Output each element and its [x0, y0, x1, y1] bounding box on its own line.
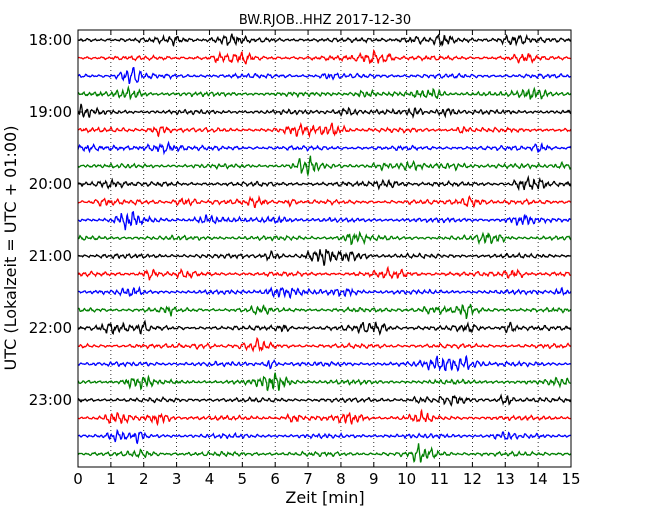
seismic-trace: [77, 230, 572, 246]
seismic-trace: [77, 33, 572, 47]
seismic-trace: [77, 121, 572, 139]
x-tick-label: 8: [336, 470, 346, 488]
seismic-trace: [77, 372, 572, 392]
y-tick-label: 23:00: [29, 391, 72, 409]
chart-title: BW.RJOB..HHZ 2017-12-30: [239, 13, 411, 28]
x-tick-label: 5: [238, 470, 248, 488]
seismic-trace: [77, 174, 572, 192]
seismic-trace: [77, 428, 572, 445]
x-axis-label: Zeit [min]: [285, 488, 364, 507]
seismic-trace: [77, 210, 572, 231]
seismic-trace: [77, 336, 572, 353]
x-tick-label: 9: [369, 470, 379, 488]
seismic-trace: [77, 194, 572, 209]
x-grid: [110, 30, 539, 467]
seismic-trace: [77, 354, 572, 372]
seismic-trace: [77, 443, 572, 463]
y-tick-label: 18:00: [29, 31, 72, 49]
seismic-trace: [77, 140, 572, 156]
seismic-trace: [77, 249, 572, 266]
seismic-trace: [77, 67, 572, 85]
x-tick-label: 4: [205, 470, 215, 488]
seismic-trace: [77, 103, 572, 120]
y-tick-label: 20:00: [29, 175, 72, 193]
y-axis-ticks: 18:00 19:00 20:00 21:00 22:00 23:00: [29, 31, 571, 409]
seismic-trace: [77, 285, 572, 300]
x-tick-label: 15: [561, 470, 580, 488]
y-tick-label: 22:00: [29, 319, 72, 337]
seismic-trace: [77, 408, 572, 427]
y-tick-label: 19:00: [29, 103, 72, 121]
x-tick-label: 7: [303, 470, 313, 488]
x-tick-label: 1: [106, 470, 116, 488]
x-tick-label: 13: [496, 470, 515, 488]
seismic-trace: [77, 84, 572, 101]
y-axis-label: UTC (Lokalzeit = UTC + 01:00): [1, 126, 20, 371]
x-tick-label: 12: [463, 470, 482, 488]
seismic-trace: [77, 155, 572, 178]
x-tick-label: 10: [397, 470, 416, 488]
seismic-trace: [77, 319, 572, 336]
seismic-trace: [77, 393, 572, 407]
x-tick-label: 11: [430, 470, 449, 488]
plot-frame: [77, 29, 572, 468]
y-tick-label: 21:00: [29, 247, 72, 265]
x-tick-label: 0: [73, 470, 83, 488]
seismic-trace: [77, 48, 572, 65]
seismic-trace: [77, 265, 572, 281]
seismic-trace: [77, 303, 572, 320]
x-tick-label: 6: [270, 470, 280, 488]
x-tick-label: 3: [172, 470, 182, 488]
x-axis-ticks: 0 1 2 3 4 5 6 7 8 9 10 11 12 13 14 15: [73, 30, 581, 488]
seismic-traces: [77, 33, 572, 463]
x-tick-label: 2: [139, 470, 149, 488]
x-tick-label: 14: [529, 470, 548, 488]
